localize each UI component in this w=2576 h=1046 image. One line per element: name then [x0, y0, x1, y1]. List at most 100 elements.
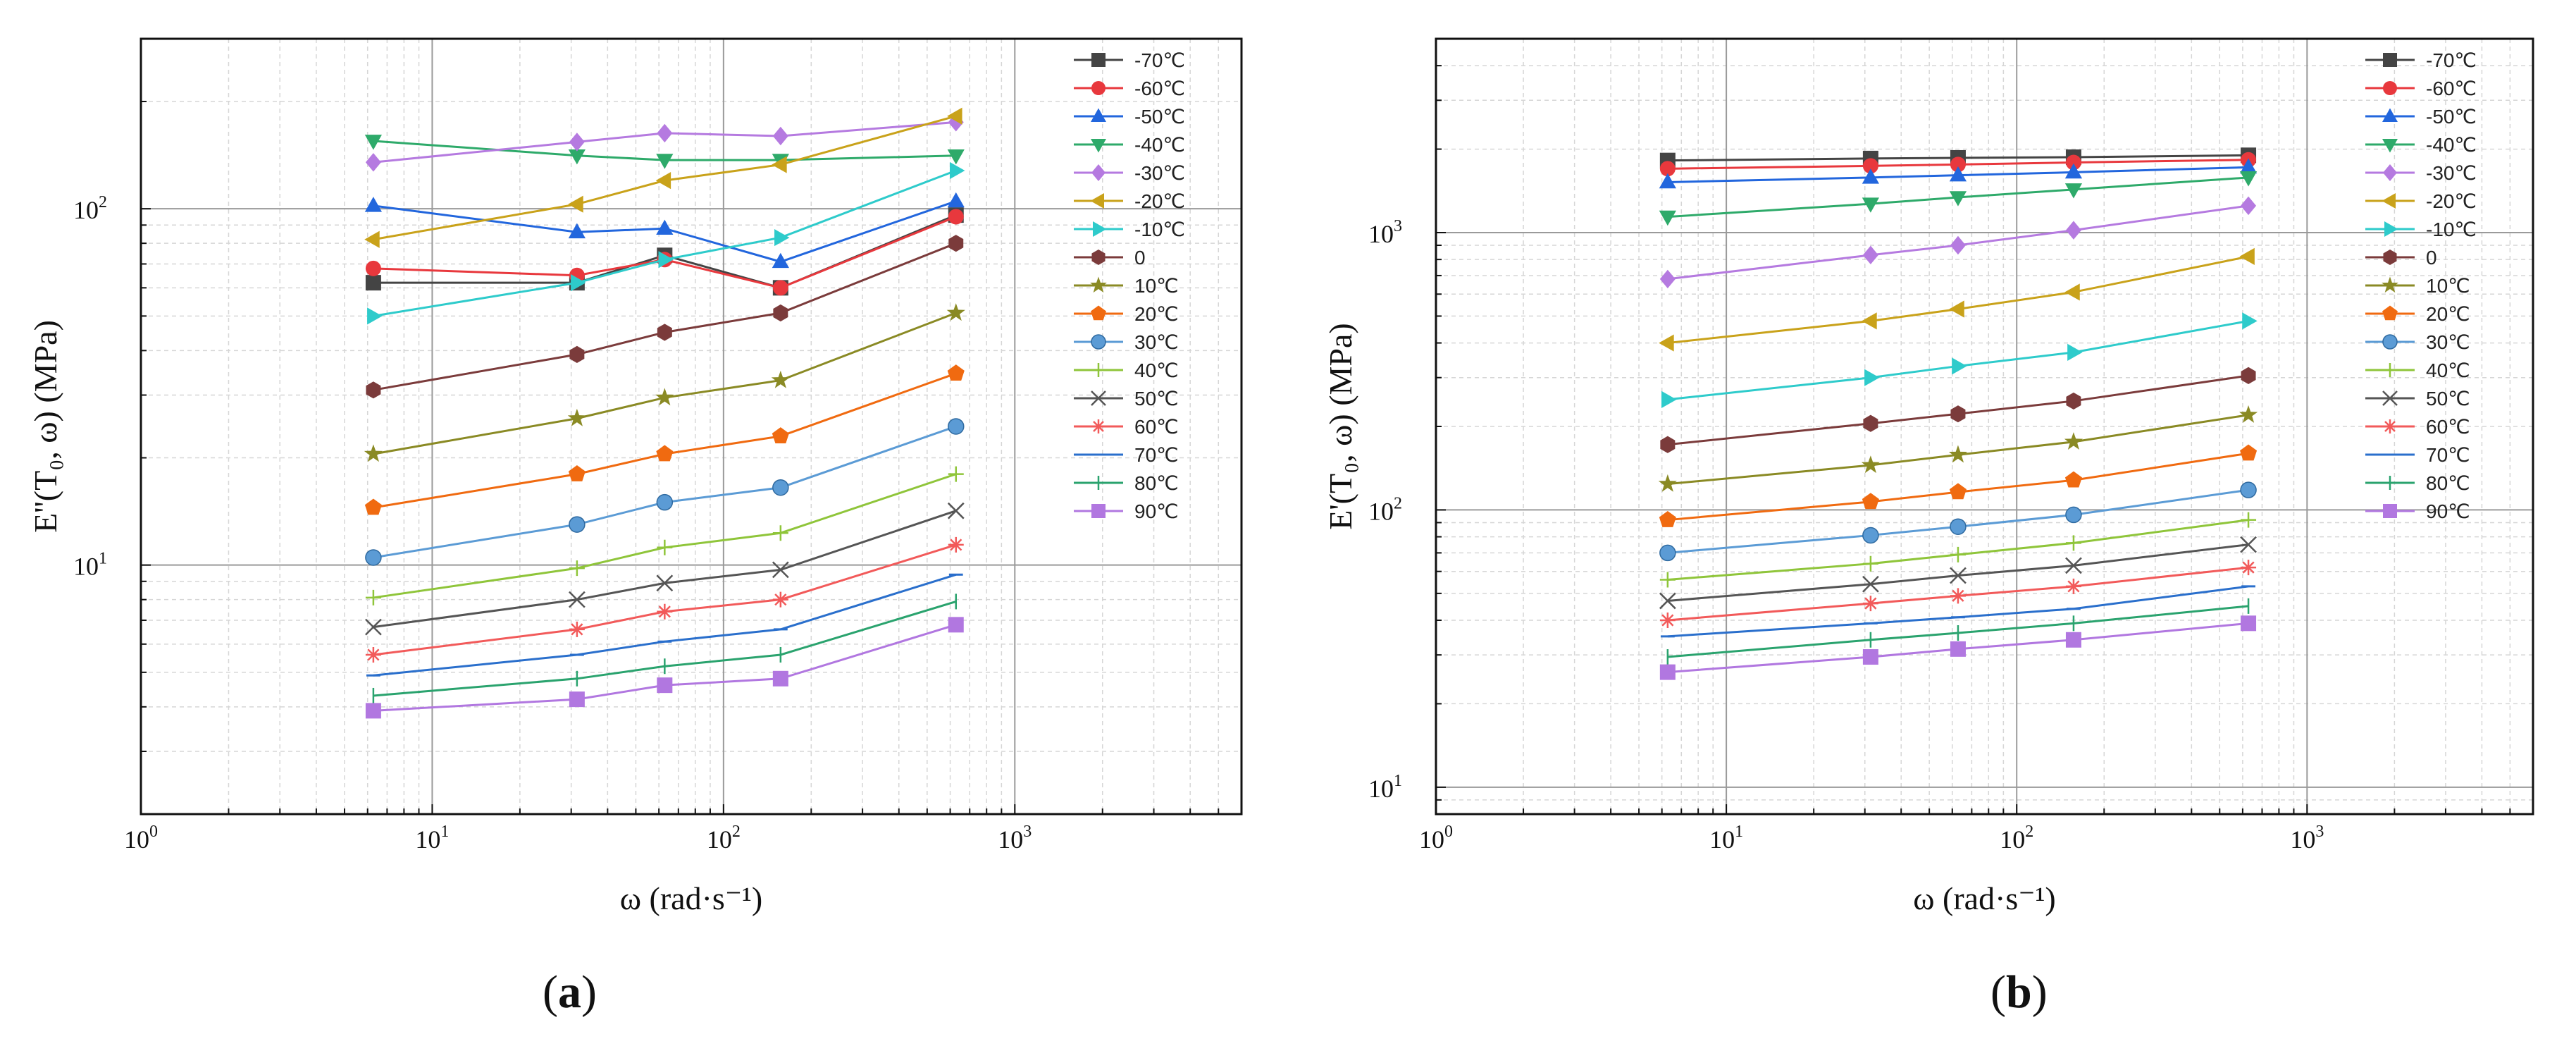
- series-10c: [1658, 405, 2258, 492]
- legend-item: 50℃: [1074, 388, 1179, 410]
- legend-label: -70℃: [2426, 49, 2477, 71]
- data-point: [366, 381, 381, 399]
- data-point: [1950, 588, 1966, 604]
- data-point: [365, 275, 381, 291]
- data-point: [2240, 481, 2257, 498]
- data-point: [1659, 613, 1676, 628]
- plot-frame: [140, 37, 1243, 816]
- series-10c: [364, 303, 965, 462]
- series-60c: [365, 536, 964, 663]
- data-point: [774, 228, 790, 247]
- legend-item: -60℃: [2365, 78, 2477, 99]
- legend-marker: [2383, 419, 2397, 433]
- data-point: [1949, 300, 1964, 318]
- data-point: [1862, 555, 1878, 572]
- legend-label: -30℃: [1134, 162, 1185, 184]
- data-point: [656, 574, 674, 592]
- legend-label: 80℃: [2426, 472, 2470, 494]
- data-point: [568, 223, 586, 239]
- series-90c: [365, 617, 964, 719]
- series-20c: [1659, 247, 2255, 352]
- legend-label: 40℃: [1134, 359, 1179, 381]
- data-point: [948, 209, 964, 225]
- data-point: [948, 235, 964, 252]
- legend-label: 20℃: [1134, 303, 1179, 325]
- data-point: [1659, 572, 1676, 588]
- legend-marker: [1091, 419, 1106, 433]
- data-point: [947, 502, 965, 519]
- data-point: [1659, 664, 1676, 680]
- legend-item: 10℃: [2365, 275, 2470, 297]
- legend-marker: [2384, 221, 2398, 237]
- data-point: [1863, 414, 1878, 432]
- plot-area: [1658, 147, 2258, 680]
- series-50c: [365, 502, 965, 636]
- legend-item: 20℃: [2365, 303, 2470, 325]
- legend-item: -50℃: [1074, 106, 1185, 128]
- legend-marker: [2383, 504, 2397, 518]
- panel-label-b: (b): [1990, 966, 2048, 1018]
- data-point: [568, 195, 583, 213]
- data-point: [772, 126, 788, 146]
- data-point: [1659, 334, 1674, 352]
- data-point: [773, 304, 788, 322]
- data-point: [569, 560, 585, 577]
- legend-item: -50℃: [2365, 106, 2477, 128]
- data-point: [569, 691, 585, 708]
- data-point: [658, 251, 674, 269]
- legend-marker: [2382, 139, 2398, 153]
- data-point: [948, 418, 965, 435]
- legend-item: -20℃: [1074, 190, 1185, 212]
- legend-marker: [1090, 193, 1104, 209]
- x-tick-label: 103: [998, 823, 1032, 854]
- data-point: [1949, 191, 1967, 207]
- legend-label: -10℃: [1134, 219, 1185, 240]
- legend-item: -40℃: [1074, 134, 1185, 156]
- legend-label: -40℃: [1134, 134, 1185, 156]
- data-point: [772, 252, 789, 269]
- data-point: [1862, 575, 1879, 593]
- legend-item: -60℃: [1074, 78, 1185, 99]
- series-70c: [1660, 585, 2255, 638]
- data-point: [1659, 511, 1676, 527]
- data-point: [657, 123, 673, 143]
- legend-label: 90℃: [1134, 500, 1179, 522]
- legend-item: 70℃: [2365, 444, 2470, 466]
- major-grid: [141, 39, 1241, 814]
- data-point: [1952, 357, 1967, 375]
- data-point: [364, 230, 380, 248]
- legend-item: 70℃: [1074, 444, 1179, 466]
- data-point: [2238, 405, 2258, 423]
- legend-item: -10℃: [1074, 219, 1185, 240]
- series-0: [366, 235, 964, 399]
- chart-panel-a: 100 101 102 103 101 102 ω (rad·s⁻¹) E''(T₀, ω) …: [27, 37, 1243, 916]
- legend-label: 50℃: [2426, 388, 2470, 410]
- data-point: [1950, 641, 1966, 657]
- legend-label: -50℃: [1134, 106, 1185, 128]
- data-point: [365, 618, 382, 636]
- data-point: [365, 153, 381, 172]
- series-50c: [364, 192, 965, 269]
- data-point: [656, 445, 674, 462]
- series-40c: [364, 135, 965, 169]
- data-point: [365, 589, 381, 605]
- data-point: [772, 591, 788, 608]
- data-point: [1950, 235, 1966, 255]
- data-point: [772, 479, 789, 496]
- legend-marker: [2382, 276, 2398, 293]
- legend-marker: [2383, 81, 2397, 95]
- legend-item: 10℃: [1074, 275, 1179, 297]
- x-tick-label: 101: [415, 823, 449, 854]
- legend-label: -20℃: [2426, 190, 2477, 212]
- legend: -70℃ -60℃ -50℃ -40℃ -30℃ -20℃ -10℃ 0 10℃ 20℃ 30℃ 40…: [1074, 49, 1185, 522]
- series-60c: [1659, 152, 2257, 177]
- legend-label: -30℃: [2426, 162, 2477, 184]
- data-point: [1659, 173, 1676, 189]
- legend-marker: [1091, 250, 1106, 265]
- legend-label: 0: [2426, 247, 2437, 269]
- legend-item: 60℃: [2365, 416, 2470, 438]
- plot-area: [364, 107, 965, 719]
- series-10c: [367, 161, 965, 325]
- legend-marker: [1091, 81, 1106, 95]
- x-tick-label: 103: [2290, 823, 2324, 854]
